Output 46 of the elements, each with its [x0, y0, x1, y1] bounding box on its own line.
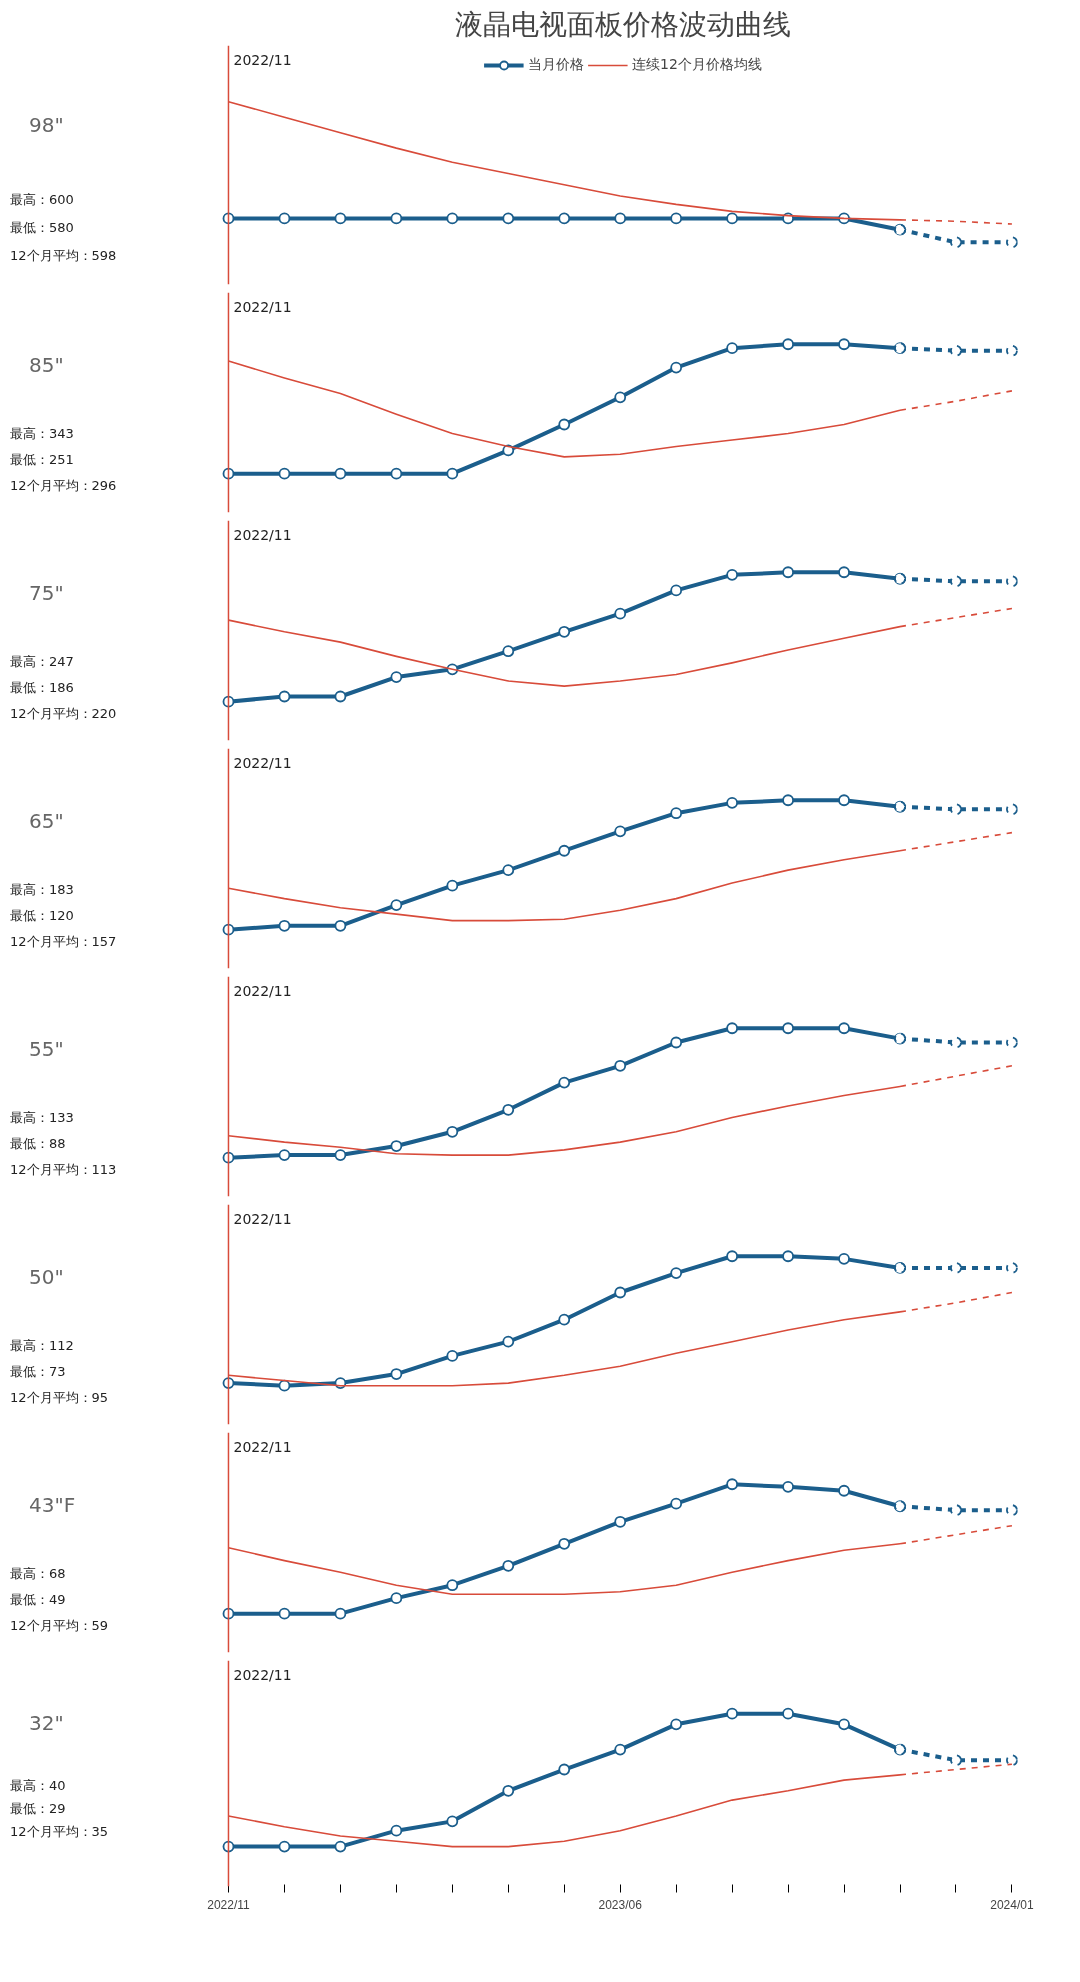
text: 12个月平均：220	[10, 706, 117, 722]
text: 12个月平均：157	[10, 934, 117, 950]
text: 12个月平均：296	[10, 478, 117, 494]
text: 最高：40	[10, 1778, 66, 1794]
text: 12个月平均：598	[10, 248, 117, 264]
x-tick-label: 2022/11	[207, 1897, 251, 1912]
text: 最高：343	[10, 426, 74, 442]
text: 50"	[29, 1264, 64, 1289]
x-tick-label: 2023/06	[598, 1897, 643, 1912]
chart-title: 液晶电视面板价格波动曲线	[455, 7, 791, 41]
text: 43"F	[29, 1492, 76, 1517]
text: 65"	[29, 808, 64, 833]
text: 12个月平均：113	[10, 1162, 117, 1178]
text: 最高：600	[10, 192, 74, 208]
text: 最高：183	[10, 882, 74, 898]
text: 最高：68	[10, 1566, 66, 1582]
ref-line-label: 2022/11	[233, 1210, 292, 1227]
text: 85"	[29, 352, 64, 377]
text: 最低：49	[10, 1592, 66, 1608]
ref-line-label: 2022/11	[233, 982, 292, 999]
text: 最低：88	[10, 1136, 66, 1152]
text: 32"	[29, 1711, 64, 1736]
x-tick-label: 2024/01	[990, 1897, 1034, 1912]
text: 最高：133	[10, 1110, 74, 1126]
text: 55"	[29, 1036, 64, 1061]
text: 最低：251	[10, 452, 74, 468]
text: 最低：186	[10, 680, 74, 696]
ref-line-label: 2022/11	[233, 754, 292, 771]
text: 12个月平均：59	[10, 1618, 109, 1634]
ref-line-label: 2022/11	[233, 51, 292, 68]
text: 最低：73	[10, 1364, 66, 1380]
legend-label: 当月价格	[528, 56, 585, 74]
ref-line-label: 2022/11	[233, 526, 292, 543]
ref-line-label: 2022/11	[233, 1438, 292, 1455]
text: 最高：112	[10, 1338, 74, 1354]
text: 最低：29	[10, 1801, 66, 1817]
text: 75"	[29, 580, 64, 605]
text: 12个月平均：95	[10, 1390, 109, 1406]
legend-label: 连续12个月价格均线	[632, 56, 762, 74]
text: 最低：580	[10, 220, 74, 236]
ref-line-label: 2022/11	[233, 298, 292, 315]
text: 12个月平均：35	[10, 1824, 109, 1840]
text: 最高：247	[10, 654, 74, 670]
ref-line-label: 2022/11	[233, 1666, 292, 1683]
text: 最低：120	[10, 908, 74, 924]
text: 98"	[29, 112, 64, 137]
